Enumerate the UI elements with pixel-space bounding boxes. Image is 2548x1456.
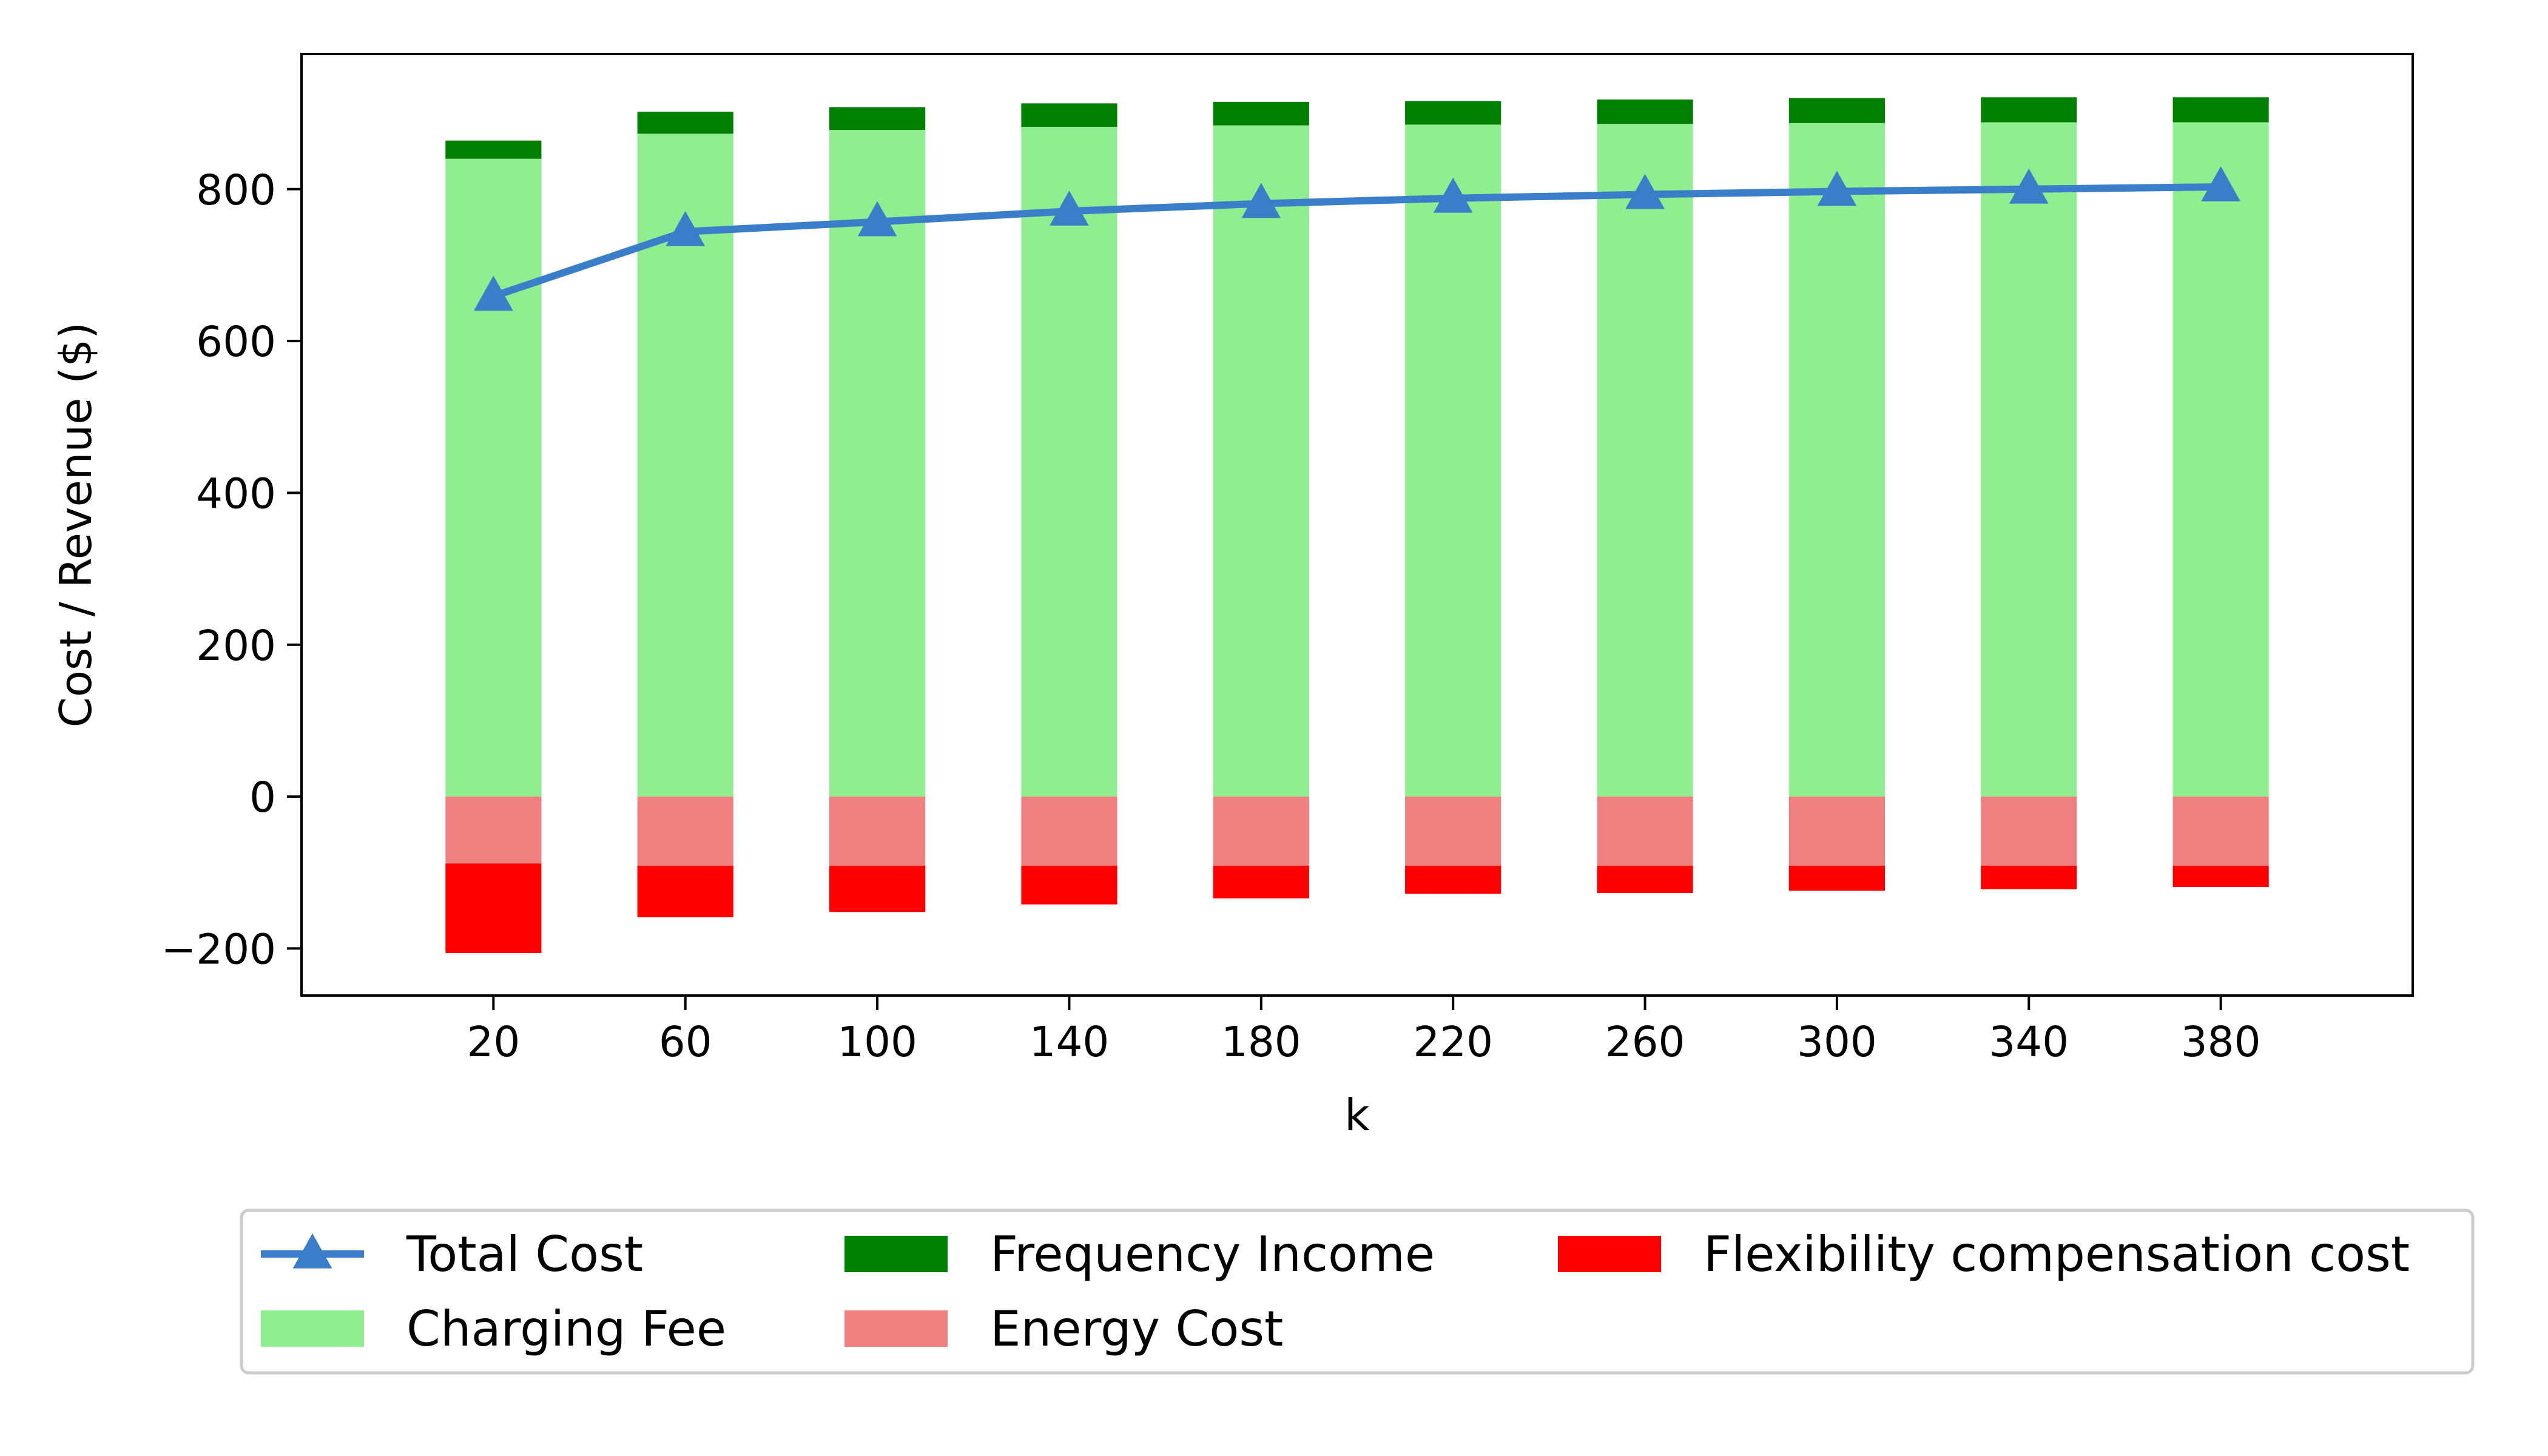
legend-label: Frequency Income <box>990 1226 1435 1282</box>
y-axis-label: Cost / Revenue ($) <box>50 322 101 728</box>
total-cost-marker-20 <box>474 275 513 311</box>
bar-frequency-income-220 <box>1405 101 1502 125</box>
bar-flexibility-compensation-cost-220 <box>1405 865 1502 894</box>
legend-swatch <box>844 1310 948 1347</box>
total-cost-line <box>492 183 2221 300</box>
y-tick-label: 200 <box>196 622 276 670</box>
legend-item-frequency-income: Frequency Income <box>844 1226 1435 1282</box>
total-cost-marker-340 <box>2009 168 2049 204</box>
bar-charging-fee-100 <box>829 130 926 797</box>
x-tick-label: 380 <box>2181 1018 2261 1067</box>
bar-energy-cost-180 <box>1213 797 1309 866</box>
legend-swatch <box>1558 1236 1661 1272</box>
x-tick-label: 260 <box>1605 1018 1685 1067</box>
legend-item-charging-fee: Charging Fee <box>261 1301 726 1357</box>
bar-frequency-income-340 <box>1981 97 2077 123</box>
bar-energy-cost-140 <box>1021 797 1117 866</box>
x-axis: 20 60 100 140 180 220 260 300 340 380 <box>467 996 2260 1067</box>
bar-flexibility-compensation-cost-260 <box>1597 865 1693 894</box>
legend-swatch <box>844 1236 948 1272</box>
x-tick-label: 180 <box>1221 1018 1301 1067</box>
bar-charging-fee-300 <box>1788 123 1885 797</box>
bar-flexibility-compensation-cost-140 <box>1021 865 1117 905</box>
y-tick-label: 0 <box>249 774 276 822</box>
legend-label: Flexibility compensation cost <box>1704 1226 2410 1282</box>
total-cost-marker-380 <box>2201 166 2240 201</box>
legend-item-flexibility-compensation-cost: Flexibility compensation cost <box>1558 1226 2410 1282</box>
total-cost-marker-60 <box>666 211 706 246</box>
legend-label: Charging Fee <box>406 1301 726 1357</box>
y-tick-label: 800 <box>196 166 276 215</box>
bar-frequency-income-140 <box>1021 103 1117 127</box>
legend-label: Total Cost <box>406 1226 643 1282</box>
y-tick-label: 600 <box>196 318 276 366</box>
bar-charging-fee-140 <box>1021 127 1117 797</box>
bar-energy-cost-60 <box>637 797 733 866</box>
bar-energy-cost-300 <box>1788 797 1885 866</box>
total-cost-marker-300 <box>1817 170 1857 206</box>
bar-flexibility-compensation-cost-340 <box>1981 865 2077 889</box>
bar-energy-cost-100 <box>829 797 926 866</box>
y-axis: −200 0 200 400 600 800 <box>161 166 302 974</box>
x-tick-label: 20 <box>467 1018 520 1067</box>
total-cost-marker-140 <box>1050 190 1089 226</box>
total-cost-layer <box>474 166 2240 311</box>
legend-triangle-marker <box>292 1233 332 1269</box>
bar-frequency-income-300 <box>1788 98 1885 123</box>
total-cost-marker-220 <box>1433 177 1473 213</box>
bar-charging-fee-380 <box>2172 122 2269 797</box>
bar-flexibility-compensation-cost-100 <box>829 865 926 912</box>
legend-swatch <box>261 1310 364 1347</box>
bars-layer <box>445 97 2269 953</box>
bar-charging-fee-180 <box>1213 125 1309 797</box>
legend-label: Energy Cost <box>990 1301 1283 1357</box>
bar-charging-fee-340 <box>1981 122 2077 797</box>
bar-energy-cost-260 <box>1597 797 1693 866</box>
bar-charging-fee-220 <box>1405 124 1502 797</box>
bar-energy-cost-340 <box>1981 797 2077 866</box>
legend-item-total-cost: Total Cost <box>261 1226 643 1282</box>
bar-energy-cost-380 <box>2172 797 2269 866</box>
legend: Total Cost Charging Fee Frequency Income En… <box>240 1208 2475 1375</box>
legend-box <box>240 1208 2475 1375</box>
bar-flexibility-compensation-cost-60 <box>637 865 733 918</box>
bar-flexibility-compensation-cost-20 <box>445 863 542 953</box>
x-axis-label: k <box>1344 1090 1370 1141</box>
bar-flexibility-compensation-cost-300 <box>1788 865 1885 891</box>
x-tick-label: 340 <box>1989 1018 2069 1067</box>
x-tick-label: 140 <box>1030 1018 1110 1067</box>
x-tick-label: 300 <box>1797 1018 1877 1067</box>
bar-charging-fee-260 <box>1597 124 1693 797</box>
bar-frequency-income-60 <box>637 112 733 134</box>
bar-flexibility-compensation-cost-180 <box>1213 865 1309 898</box>
plot-area <box>300 53 2414 997</box>
total-cost-marker-100 <box>857 201 897 237</box>
legend-item-energy-cost: Energy Cost <box>844 1301 1283 1357</box>
bar-flexibility-compensation-cost-380 <box>2172 865 2269 888</box>
bar-frequency-income-260 <box>1597 99 1693 124</box>
bar-frequency-income-180 <box>1213 101 1309 126</box>
x-tick-label: 60 <box>659 1018 712 1067</box>
y-tick-label: −200 <box>161 925 276 974</box>
x-tick-label: 100 <box>837 1018 917 1067</box>
bar-energy-cost-20 <box>445 797 542 864</box>
bar-charging-fee-20 <box>445 158 542 797</box>
bar-frequency-income-100 <box>829 107 926 130</box>
total-cost-marker-260 <box>1625 174 1665 209</box>
bar-energy-cost-220 <box>1405 797 1502 866</box>
x-tick-label: 220 <box>1413 1018 1493 1067</box>
bar-frequency-income-380 <box>2172 97 2269 123</box>
bar-frequency-income-20 <box>445 140 542 159</box>
y-tick-label: 400 <box>196 470 276 518</box>
total-cost-marker-180 <box>1241 183 1281 218</box>
